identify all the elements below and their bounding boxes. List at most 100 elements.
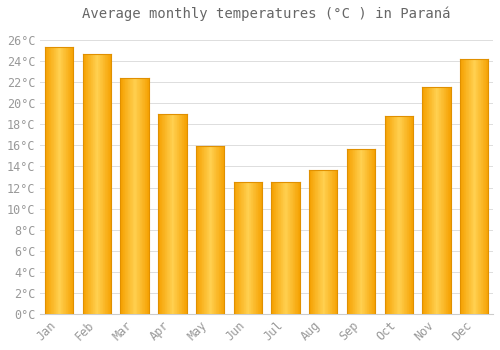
Title: Average monthly temperatures (°C ) in Paraná: Average monthly temperatures (°C ) in Pa…	[82, 7, 451, 21]
Bar	[350, 148, 351, 314]
Bar	[405, 116, 406, 314]
Bar	[356, 148, 357, 314]
Bar	[333, 170, 334, 314]
Bar	[478, 59, 479, 314]
Bar	[215, 146, 216, 314]
Bar	[351, 148, 352, 314]
Bar	[326, 170, 327, 314]
Bar	[440, 88, 442, 314]
Bar	[311, 170, 312, 314]
Bar	[139, 78, 140, 314]
Bar	[110, 54, 111, 314]
Bar	[298, 182, 299, 314]
Bar	[201, 146, 202, 314]
Bar	[176, 114, 178, 314]
Bar	[223, 146, 224, 314]
Bar	[210, 146, 211, 314]
Bar	[286, 182, 287, 314]
Bar	[45, 48, 46, 314]
Bar	[386, 116, 388, 314]
Bar	[170, 114, 171, 314]
Bar	[67, 48, 68, 314]
Bar	[466, 59, 467, 314]
Bar	[321, 170, 322, 314]
Bar	[162, 114, 163, 314]
Bar	[320, 170, 321, 314]
Bar	[463, 59, 464, 314]
Bar	[366, 148, 368, 314]
Bar	[212, 146, 213, 314]
Bar	[368, 148, 369, 314]
Bar	[85, 54, 86, 314]
Bar	[484, 59, 485, 314]
Bar	[138, 78, 139, 314]
Bar	[184, 114, 185, 314]
Bar	[102, 54, 104, 314]
Bar	[238, 182, 240, 314]
Bar	[236, 182, 237, 314]
Bar	[401, 116, 402, 314]
Bar	[435, 88, 436, 314]
Bar	[202, 146, 203, 314]
Bar	[108, 54, 109, 314]
Bar	[448, 88, 449, 314]
Bar	[100, 54, 101, 314]
Bar	[373, 148, 374, 314]
Bar	[329, 170, 330, 314]
Bar	[59, 48, 60, 314]
Bar	[213, 146, 214, 314]
Bar	[68, 48, 69, 314]
Bar	[487, 59, 488, 314]
Bar	[470, 59, 472, 314]
Bar	[426, 88, 428, 314]
Bar	[124, 78, 126, 314]
Bar	[389, 116, 390, 314]
Bar	[253, 182, 254, 314]
Bar	[360, 148, 361, 314]
Bar	[296, 182, 297, 314]
Bar	[244, 182, 245, 314]
Bar	[107, 54, 108, 314]
Bar	[257, 182, 258, 314]
Bar	[317, 170, 318, 314]
Bar	[173, 114, 174, 314]
Bar	[474, 59, 475, 314]
Bar	[438, 88, 440, 314]
Bar	[374, 148, 375, 314]
Bar	[468, 59, 469, 314]
Bar	[485, 59, 486, 314]
Bar	[280, 182, 281, 314]
Bar	[52, 48, 53, 314]
Bar	[57, 48, 58, 314]
Bar	[282, 182, 284, 314]
Bar	[199, 146, 200, 314]
Bar	[479, 59, 480, 314]
Bar	[331, 170, 332, 314]
Bar	[361, 148, 362, 314]
Bar	[200, 146, 201, 314]
Bar	[250, 182, 252, 314]
Bar	[235, 182, 236, 314]
Bar	[55, 48, 56, 314]
Bar	[174, 114, 175, 314]
Bar	[130, 78, 131, 314]
Bar	[353, 148, 354, 314]
Bar	[370, 148, 371, 314]
Bar	[447, 88, 448, 314]
Bar	[259, 182, 260, 314]
Bar	[136, 78, 137, 314]
Bar	[171, 114, 172, 314]
Bar	[58, 48, 59, 314]
Bar	[143, 78, 144, 314]
Bar	[69, 48, 70, 314]
Bar	[394, 116, 395, 314]
Bar	[477, 59, 478, 314]
Bar	[134, 78, 136, 314]
Bar	[163, 114, 164, 314]
Bar	[274, 182, 275, 314]
Bar	[220, 146, 222, 314]
Bar	[89, 54, 90, 314]
Bar	[254, 182, 255, 314]
Bar	[433, 88, 434, 314]
Bar	[297, 182, 298, 314]
